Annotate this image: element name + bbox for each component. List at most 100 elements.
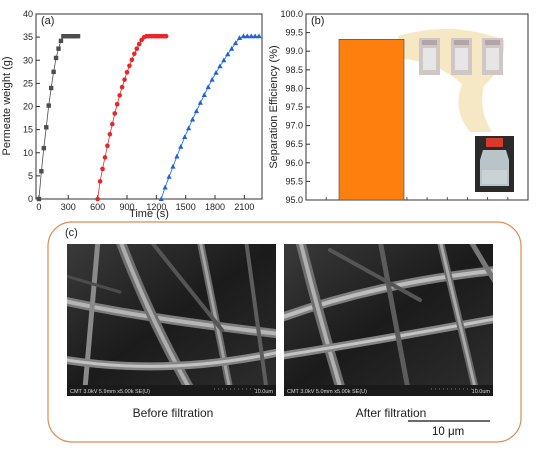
panel-a-label: (a) [41, 15, 54, 27]
a-point [162, 184, 168, 190]
a-point [134, 46, 140, 51]
a-point [44, 125, 49, 130]
a-point [75, 34, 81, 39]
a-point [51, 69, 56, 75]
a-series-triangle [158, 33, 262, 201]
a-point [100, 166, 105, 172]
panel-b: 95.0 95.5 96.0 96.5 97.0 97.5 98.0 98.5 99.0 99.5… [268, 9, 529, 205]
panel-c-frame [47, 221, 522, 443]
a-point [193, 108, 200, 114]
a-point [136, 41, 142, 47]
a-point [178, 143, 184, 149]
a-y-tick-label: 25 [23, 78, 33, 88]
a-point [232, 40, 239, 46]
a-point [117, 93, 122, 98]
a-point [170, 163, 176, 169]
a-point [127, 63, 132, 69]
b-y-tick-label: 99.0 [285, 46, 303, 56]
a-point [182, 134, 188, 140]
b-y-tick-label: 96.0 [285, 158, 303, 168]
panel-c-label: (c) [65, 227, 78, 239]
b-y-tick-label: 98.0 [285, 83, 303, 93]
a-point [107, 131, 113, 137]
a-x-tick-label: 1500 [176, 202, 196, 212]
b-y-tick-label: 98.5 [285, 65, 303, 75]
a-point [73, 34, 78, 39]
a-point [58, 38, 64, 44]
panel-a-y-ticks: 0 5 10 15 20 25 30 35 40 [23, 9, 40, 204]
vial-photo-3 [482, 38, 503, 75]
a-series-square [36, 34, 81, 202]
a-point [256, 33, 262, 39]
panel-b-label: (b) [311, 15, 324, 27]
a-point [236, 35, 243, 41]
efficiency-bar [338, 38, 405, 201]
a-y-tick-label: 15 [23, 125, 33, 135]
a-point [119, 84, 125, 90]
a-point [244, 33, 250, 39]
a-point [205, 84, 211, 90]
b-y-tick-label: 95.0 [285, 195, 303, 205]
b-y-tick-label: 100.0 [280, 9, 303, 19]
a-point [114, 101, 120, 107]
b-y-tick-label: 95.5 [285, 176, 303, 186]
a-y-tick-label: 40 [23, 9, 33, 19]
sem-before-info: CMT 3.0kV 5.9mm x5.00k SE(U) [70, 389, 150, 395]
a-x-tick-label: 1200 [146, 202, 166, 212]
panel-a-y-axis-title: Permeate weight (g) [1, 56, 13, 155]
a-point [217, 63, 223, 69]
b-y-tick-label: 97.5 [285, 102, 303, 112]
panel-b-y-ticks: 95.0 95.5 96.0 96.5 97.0 97.5 98.0 98.5 99.0 99.5… [280, 9, 310, 205]
b-y-tick-label: 97.0 [285, 121, 303, 131]
vial-photo-2 [451, 38, 472, 75]
a-x-tick-label: 0 [36, 202, 41, 212]
a-point [56, 46, 61, 51]
a-y-tick-label: 0 [28, 194, 33, 204]
panel-a-series [36, 33, 262, 202]
panel-a-plot-area [35, 13, 263, 200]
a-y-tick-label: 30 [23, 55, 33, 65]
a-point [229, 45, 235, 51]
a-x-tick-label: 1800 [205, 202, 225, 212]
a-point [209, 76, 215, 82]
a-point [186, 125, 192, 131]
sem-after-info: CMT 3.0kV 5.0mm x5.00k SE(U) [287, 389, 367, 395]
a-point [174, 153, 180, 159]
panel-c: (c) [47, 221, 522, 443]
a-point [68, 34, 73, 39]
a-point [240, 33, 247, 39]
a-point [112, 111, 118, 116]
a-point [158, 196, 164, 201]
a-point [221, 57, 227, 63]
caption-after-filtration: After filtration [355, 406, 427, 420]
a-point [63, 34, 69, 39]
panel-b-y-axis-title: Separation Efficiency (%) [268, 45, 280, 168]
a-point [213, 69, 219, 75]
a-point [48, 85, 54, 91]
a-point [110, 121, 115, 127]
a-point [53, 55, 59, 61]
panel-a-x-axis-title: Time (s) [129, 208, 169, 220]
a-point [97, 179, 103, 184]
a-x-tick-label: 900 [119, 202, 134, 212]
a-point [102, 155, 108, 160]
a-point [46, 103, 51, 108]
a-series-circle [95, 33, 169, 202]
a-point [163, 33, 169, 39]
a-point [132, 51, 137, 57]
a-y-tick-label: 20 [23, 102, 33, 112]
vial-photo-1 [419, 38, 440, 75]
a-y-tick-label: 10 [23, 148, 33, 158]
a-point [225, 51, 231, 57]
sem-image-after: CMT 3.0kV 5.0mm x5.00k SE(U) 10.0um [284, 244, 493, 396]
a-point [197, 100, 203, 105]
a-x-tick-label: 600 [90, 202, 105, 212]
a-point [61, 34, 66, 39]
a-point [166, 174, 172, 179]
panel-b-bars [338, 38, 405, 201]
sem-image-before: CMT 3.0kV 5.9mm x5.00k SE(U) 10.0um [67, 244, 276, 396]
caption-before-filtration: Before filtration [132, 406, 214, 420]
a-x-tick-label: 300 [61, 202, 76, 212]
bottle-photo [475, 136, 514, 192]
panel-a: (a) 0 5 10 15 20 25 30 35 40 0 300 600 900 1200 1500 1… [1, 9, 263, 220]
